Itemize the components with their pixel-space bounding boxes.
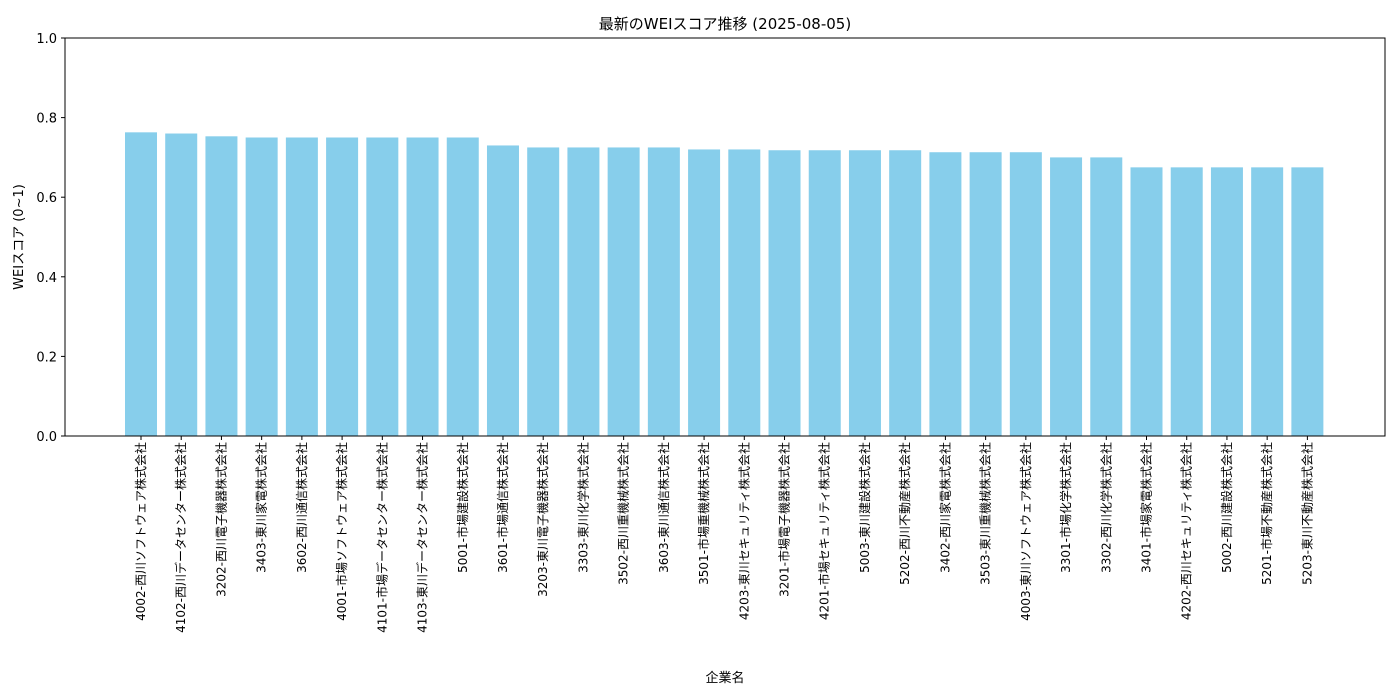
x-tick-label: 4201-市場セキュリティ株式会社: [817, 442, 832, 620]
x-axis-label: 企業名: [705, 670, 744, 686]
x-tick-label: 4202-西川セキュリティ株式会社: [1179, 442, 1194, 620]
bar: [326, 137, 359, 436]
x-tick-label: 3401-市場家電株式会社: [1139, 442, 1154, 573]
bar: [768, 150, 801, 437]
bar: [728, 149, 761, 436]
bar: [1050, 157, 1083, 436]
x-tick-label: 4001-市場ソフトウェア株式会社: [334, 442, 349, 621]
bar: [889, 150, 922, 437]
bar: [1251, 167, 1284, 436]
bars-group: [125, 132, 1324, 437]
y-tick-label: 0.4: [36, 271, 57, 286]
x-tick-label: 4101-市場データセンター株式会社: [374, 442, 389, 633]
bar: [647, 147, 680, 436]
plot-frame: [64, 37, 1386, 437]
x-tick-label: 3302-西川化学株式会社: [1098, 442, 1113, 573]
bar: [165, 133, 198, 436]
bar: [205, 136, 238, 436]
y-tick-label: 0.6: [36, 191, 57, 206]
bar: [1009, 152, 1042, 437]
x-tick-label: 5001-市場建設株式会社: [455, 442, 470, 573]
x-tick-label: 5003-東川建設株式会社: [857, 442, 872, 573]
bar: [527, 147, 560, 436]
bar: [567, 147, 600, 436]
bar: [1291, 167, 1324, 436]
bar: [1170, 167, 1203, 436]
x-tick-label: 3402-西川家電株式会社: [937, 442, 952, 573]
x-tick-label: 5202-西川不動産株式会社: [897, 442, 912, 585]
bar: [607, 147, 640, 436]
x-tick-label: 3201-市場電子機器株式会社: [777, 442, 792, 597]
x-tick-label: 4103-東川データセンター株式会社: [415, 442, 430, 633]
bar: [848, 150, 881, 437]
x-tick-label: 3501-市場重機械株式会社: [696, 442, 711, 585]
bar: [446, 137, 479, 436]
bar: [808, 150, 841, 437]
x-tick-label: 3503-東川重機械株式会社: [978, 442, 993, 585]
x-axis: 4002-西川ソフトウェア株式会社 4102-西川データセンター株式会社 3202-…: [133, 436, 1314, 633]
bar: [969, 152, 1002, 437]
bar: [929, 152, 962, 437]
y-axis-label: WEIスコア (0~1): [12, 184, 27, 290]
x-tick-label: 5002-西川建設株式会社: [1219, 442, 1234, 573]
bar: [1090, 157, 1123, 436]
x-tick-label: 3601-市場通信株式会社: [495, 442, 510, 573]
x-tick-label: 3202-西川電子機器株式会社: [213, 442, 228, 597]
x-tick-label: 4203-東川セキュリティ株式会社: [736, 442, 751, 620]
bar: [688, 149, 721, 436]
bar: [366, 137, 399, 436]
x-tick-label: 4003-東川ソフトウェア株式会社: [1018, 442, 1033, 621]
y-tick-label: 0.2: [36, 350, 57, 365]
x-tick-label: 5201-市場不動産株式会社: [1259, 442, 1274, 585]
x-tick-label: 3502-西川重機械株式会社: [616, 442, 631, 585]
bar: [245, 137, 278, 436]
bar: [486, 145, 519, 436]
bar: [1210, 167, 1243, 436]
x-tick-label: 3603-東川通信株式会社: [656, 442, 671, 573]
x-tick-label: 3203-東川電子機器株式会社: [535, 442, 550, 597]
x-tick-label: 3301-市場化学株式会社: [1058, 442, 1073, 573]
bar: [406, 137, 439, 436]
x-tick-label: 5203-東川不動産株式会社: [1299, 442, 1314, 585]
y-tick-label: 1.0: [36, 32, 57, 47]
bar: [125, 132, 157, 436]
x-tick-label: 4002-西川ソフトウェア株式会社: [133, 442, 148, 621]
bar: [285, 137, 318, 436]
x-tick-label: 3602-西川通信株式会社: [294, 442, 309, 573]
y-tick-label: 0.0: [36, 430, 57, 445]
bar: [1130, 167, 1163, 436]
y-tick-label: 0.8: [36, 112, 57, 127]
x-tick-label: 3403-東川家電株式会社: [254, 442, 269, 573]
x-tick-label: 4102-西川データセンター株式会社: [173, 442, 188, 633]
x-tick-label: 3303-東川化学株式会社: [575, 442, 590, 573]
chart-title: 最新のWEIスコア推移 (2025-08-05): [599, 15, 851, 33]
y-axis: 0.0 0.2 0.4 0.6 0.8 1.0: [36, 32, 65, 445]
